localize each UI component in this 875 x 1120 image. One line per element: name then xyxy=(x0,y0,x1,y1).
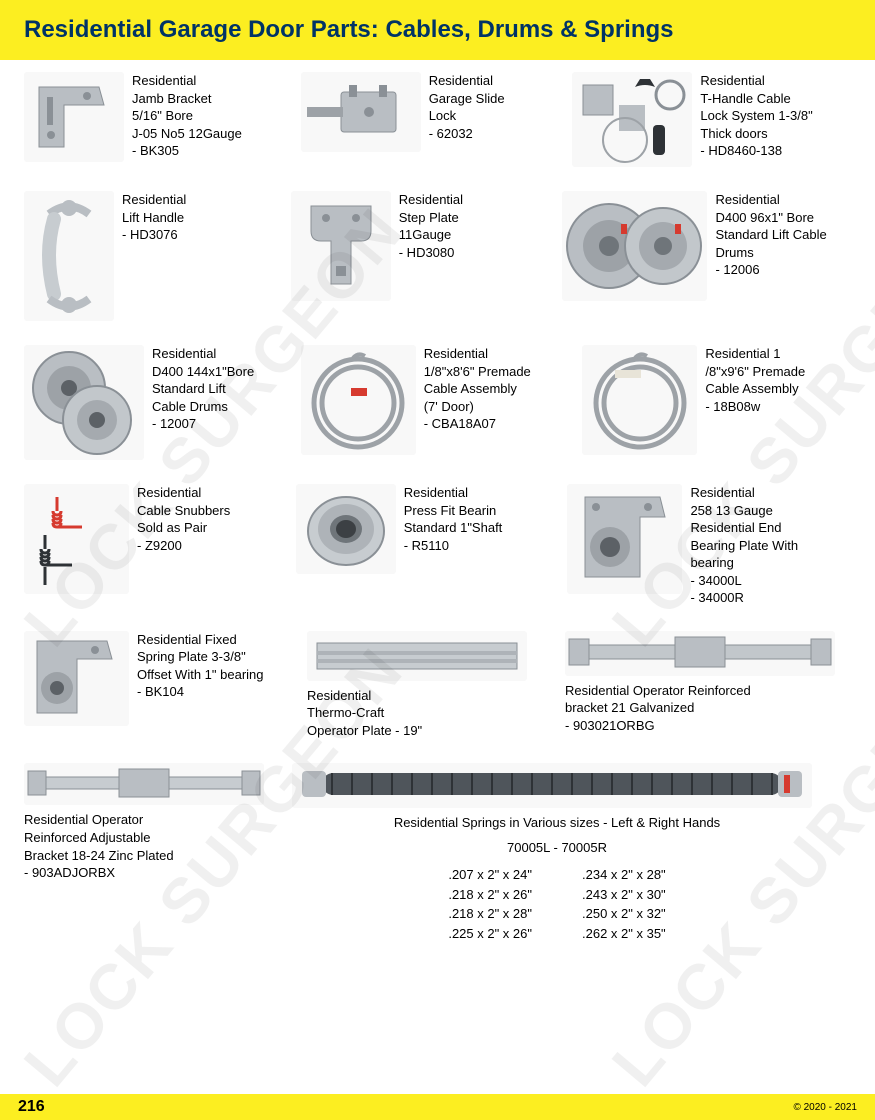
cable-assembly-96-icon xyxy=(582,345,697,455)
catalog-row: ResidentialCable SnubbersSold as Pair- Z… xyxy=(24,484,851,607)
sizes-col-right: .234 x 2" x 28" .243 x 2" x 30" .250 x 2… xyxy=(582,865,666,943)
size-row: .250 x 2" x 32" xyxy=(582,904,666,924)
catalog-item: Residential Operator Reinforcedbracket 2… xyxy=(565,631,845,740)
operator-plate-icon xyxy=(307,631,527,681)
page-title: Residential Garage Door Parts: Cables, D… xyxy=(24,16,851,44)
item-label: Residential Operator Reinforcedbracket 2… xyxy=(565,682,845,735)
size-row: .262 x 2" x 35" xyxy=(582,924,666,944)
catalog-item: ResidentialJamb Bracket5/16" BoreJ-05 No… xyxy=(24,72,283,167)
item-label: Residential 1/8"x9'6" PremadeCable Assem… xyxy=(705,345,805,415)
catalog-item: ResidentialCable SnubbersSold as Pair- Z… xyxy=(24,484,278,607)
item-label: ResidentialCable SnubbersSold as Pair- Z… xyxy=(137,484,230,554)
lift-handle-icon xyxy=(24,191,114,321)
bearing-plate-icon xyxy=(567,484,682,594)
catalog-row: Residential OperatorReinforced Adjustabl… xyxy=(24,763,851,943)
catalog-item: Residential FixedSpring Plate 3-3/8"Offs… xyxy=(24,631,289,740)
cable-snubbers-icon xyxy=(24,484,129,594)
item-label: ResidentialStep Plate11Gauge- HD3080 xyxy=(399,191,463,261)
bearing-icon xyxy=(296,484,396,574)
page-header: Residential Garage Door Parts: Cables, D… xyxy=(0,0,875,60)
springs-codes: 70005L - 70005R xyxy=(292,840,822,855)
cable-drums-144-icon xyxy=(24,345,144,460)
slide-lock-icon xyxy=(301,72,421,152)
sizes-col-left: .207 x 2" x 24" .218 x 2" x 26" .218 x 2… xyxy=(448,865,532,943)
catalog-item: ResidentialGarage SlideLock- 62032 xyxy=(301,72,555,167)
catalog-item: ResidentialT-Handle CableLock System 1-3… xyxy=(572,72,851,167)
catalog-item: ResidentialD400 96x1" BoreStandard Lift … xyxy=(562,191,851,321)
copyright: © 2020 - 2021 xyxy=(793,1102,857,1113)
item-label: Residential FixedSpring Plate 3-3/8"Offs… xyxy=(137,631,264,701)
page-footer: 216 © 2020 - 2021 xyxy=(0,1094,875,1120)
catalog-content: LOCK SURGEON LOCK SURGEON LOCK SURGEON L… xyxy=(0,60,875,943)
t-handle-lock-icon xyxy=(572,72,692,167)
cable-drums-icon xyxy=(562,191,707,301)
catalog-item: Residential 1/8"x9'6" PremadeCable Assem… xyxy=(582,345,851,460)
catalog-item: ResidentialLift Handle- HD3076 xyxy=(24,191,273,321)
catalog-row: ResidentialJamb Bracket5/16" BoreJ-05 No… xyxy=(24,72,851,167)
size-row: .207 x 2" x 24" xyxy=(448,865,532,885)
size-row: .243 x 2" x 30" xyxy=(582,885,666,905)
springs-item: Residential Springs in Various sizes - L… xyxy=(292,763,822,943)
item-label: ResidentialLift Handle- HD3076 xyxy=(122,191,186,244)
step-plate-icon xyxy=(291,191,391,301)
item-label: ResidentialPress Fit BearinStandard 1"Sh… xyxy=(404,484,503,554)
item-label: ResidentialD400 96x1" BoreStandard Lift … xyxy=(715,191,826,279)
size-row: .218 x 2" x 28" xyxy=(448,904,532,924)
catalog-item: Residential OperatorReinforced Adjustabl… xyxy=(24,763,274,943)
catalog-row: Residential FixedSpring Plate 3-3/8"Offs… xyxy=(24,631,851,740)
catalog-item: ResidentialPress Fit BearinStandard 1"Sh… xyxy=(296,484,550,607)
size-row: .218 x 2" x 26" xyxy=(448,885,532,905)
torsion-spring-icon xyxy=(292,763,812,808)
item-label: Residential OperatorReinforced Adjustabl… xyxy=(24,811,274,881)
catalog-item: ResidentialStep Plate11Gauge- HD3080 xyxy=(291,191,545,321)
jamb-bracket-icon xyxy=(24,72,124,162)
catalog-item: ResidentialD400 144x1"BoreStandard LiftC… xyxy=(24,345,283,460)
size-row: .225 x 2" x 26" xyxy=(448,924,532,944)
catalog-item: ResidentialThermo-CraftOperator Plate - … xyxy=(307,631,547,740)
reinforced-bracket-21-icon xyxy=(565,631,835,676)
cable-assembly-7-icon xyxy=(301,345,416,455)
catalog-item: Residential1/8"x8'6" PremadeCable Assemb… xyxy=(301,345,565,460)
catalog-row: ResidentialLift Handle- HD3076 Residenti… xyxy=(24,191,851,321)
adjustable-bracket-icon xyxy=(24,763,264,805)
page-number: 216 xyxy=(18,1098,45,1116)
size-row: .234 x 2" x 28" xyxy=(582,865,666,885)
item-label: ResidentialD400 144x1"BoreStandard LiftC… xyxy=(152,345,254,433)
item-label: Residential258 13 GaugeResidential EndBe… xyxy=(690,484,798,607)
catalog-item: Residential258 13 GaugeResidential EndBe… xyxy=(567,484,851,607)
item-label: Residential1/8"x8'6" PremadeCable Assemb… xyxy=(424,345,531,433)
spring-plate-icon xyxy=(24,631,129,726)
item-label: ResidentialGarage SlideLock- 62032 xyxy=(429,72,505,142)
item-label: ResidentialThermo-CraftOperator Plate - … xyxy=(307,687,547,740)
catalog-row: ResidentialD400 144x1"BoreStandard LiftC… xyxy=(24,345,851,460)
item-label: ResidentialT-Handle CableLock System 1-3… xyxy=(700,72,812,160)
springs-title: Residential Springs in Various sizes - L… xyxy=(292,814,822,832)
springs-sizes: .207 x 2" x 24" .218 x 2" x 26" .218 x 2… xyxy=(292,865,822,943)
item-label: ResidentialJamb Bracket5/16" BoreJ-05 No… xyxy=(132,72,242,160)
